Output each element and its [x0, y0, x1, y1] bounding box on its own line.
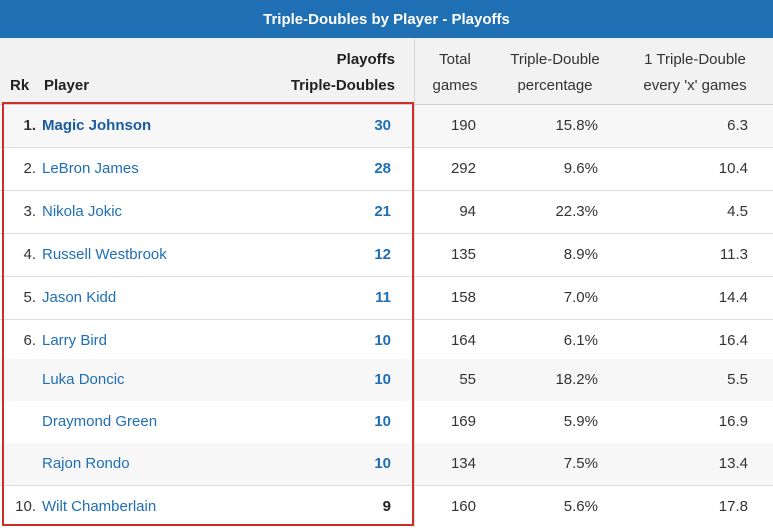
player-link[interactable]: Larry Bird	[42, 332, 108, 349]
every-x-games-cell: 17.8	[718, 498, 748, 515]
total-games-cell: 164	[450, 332, 476, 349]
header-td-line1[interactable]: Playoffs	[336, 51, 395, 68]
header-games-line2[interactable]: games	[432, 77, 478, 94]
total-games-cell: 94	[459, 203, 476, 220]
table-row: Rajon Rondo 10 134 7.5% 13.4	[0, 443, 773, 486]
player-link[interactable]: Draymond Green	[42, 413, 158, 430]
every-x-games-cell: 16.4	[718, 332, 748, 349]
table-row: 1. Magic Johnson 30 190 15.8% 6.3	[0, 105, 773, 148]
header-every-line2[interactable]: every 'x' games	[643, 77, 747, 94]
table-header: Rk Player Playoffs Triple-Doubles Total …	[0, 38, 773, 105]
player-link[interactable]: Nikola Jokic	[42, 203, 123, 220]
rank-cell: 4.	[23, 246, 36, 263]
triple-doubles-link[interactable]: 12	[374, 246, 391, 263]
every-x-games-cell: 5.5	[727, 371, 748, 388]
table-title: Triple-Doubles by Player - Playoffs	[0, 0, 773, 38]
header-every-line1[interactable]: 1 Triple-Double	[644, 51, 746, 68]
rank-cell: 2.	[23, 160, 36, 177]
player-link[interactable]: Jason Kidd	[42, 289, 117, 306]
total-games-cell: 135	[450, 246, 476, 263]
header-games-line1[interactable]: Total	[439, 51, 471, 68]
percentage-cell: 5.9%	[563, 413, 598, 430]
triple-doubles-link[interactable]: 28	[374, 160, 391, 177]
table-row: Luka Doncic 10 55 18.2% 5.5	[0, 359, 773, 401]
triple-doubles-link[interactable]: 30	[374, 117, 391, 134]
header-pct-line1[interactable]: Triple-Double	[510, 51, 600, 68]
rank-cell: 6.	[23, 332, 36, 349]
triple-doubles-link[interactable]: 10	[374, 455, 391, 472]
percentage-cell: 7.0%	[563, 289, 598, 306]
table-row: 4. Russell Westbrook 12 135 8.9% 11.3	[0, 234, 773, 277]
rank-cell	[0, 359, 36, 401]
player-link[interactable]: Rajon Rondo	[42, 455, 130, 472]
triple-doubles-link[interactable]: 11	[375, 289, 391, 306]
percentage-cell: 22.3%	[555, 203, 598, 220]
percentage-cell: 5.6%	[563, 498, 598, 515]
total-games-cell: 169	[450, 413, 476, 430]
every-x-games-cell: 11.3	[719, 246, 748, 263]
table-row: 3. Nikola Jokic 21 94 22.3% 4.5	[0, 191, 773, 234]
every-x-games-cell: 6.3	[727, 117, 748, 134]
total-games-cell: 158	[450, 289, 476, 306]
total-games-cell: 134	[450, 455, 476, 472]
percentage-cell: 9.6%	[563, 160, 598, 177]
table-row: 2. LeBron James 28 292 9.6% 10.4	[0, 148, 773, 191]
triple-doubles-link[interactable]: 21	[374, 203, 391, 220]
every-x-games-cell: 14.4	[718, 289, 748, 306]
percentage-cell: 8.9%	[563, 246, 598, 263]
percentage-cell: 15.8%	[555, 117, 598, 134]
every-x-games-cell: 16.9	[718, 413, 748, 430]
player-link[interactable]: Luka Doncic	[42, 371, 125, 388]
player-link[interactable]: LeBron James	[42, 160, 139, 177]
total-games-cell: 55	[459, 371, 476, 388]
header-rank[interactable]: Rk	[10, 77, 30, 94]
total-games-cell: 190	[450, 117, 476, 134]
percentage-cell: 7.5%	[563, 455, 598, 472]
every-x-games-cell: 13.4	[718, 455, 748, 472]
total-games-cell: 160	[450, 498, 476, 515]
rank-cell: 3.	[23, 203, 36, 220]
total-games-cell: 292	[450, 160, 476, 177]
percentage-cell: 18.2%	[555, 371, 598, 388]
player-link[interactable]: Wilt Chamberlain	[42, 498, 157, 515]
triple-doubles-link[interactable]: 10	[374, 332, 391, 349]
rank-cell: 5.	[23, 289, 36, 306]
player-link[interactable]: Russell Westbrook	[42, 246, 167, 263]
player-link[interactable]: Magic Johnson	[42, 117, 152, 134]
table-row: 10. Wilt Chamberlain 9 160 5.6% 17.8	[0, 486, 773, 528]
column-divider	[414, 38, 415, 527]
header-td-line2[interactable]: Triple-Doubles	[290, 77, 395, 94]
header-pct-line2[interactable]: percentage	[517, 77, 593, 94]
percentage-cell: 6.1%	[563, 332, 598, 349]
triple-doubles-link[interactable]: 10	[374, 371, 391, 388]
every-x-games-cell: 10.4	[718, 160, 748, 177]
triple-doubles-link[interactable]: 10	[374, 413, 391, 430]
rank-cell	[0, 401, 36, 443]
table-row: Draymond Green 10 169 5.9% 16.9	[0, 401, 773, 443]
rank-cell: 1.	[23, 117, 36, 134]
table-row: 6. Larry Bird 10 164 6.1% 16.4	[0, 320, 773, 363]
rank-cell	[0, 443, 36, 485]
header-player[interactable]: Player	[44, 77, 90, 94]
table-row: 5. Jason Kidd 11 158 7.0% 14.4	[0, 277, 773, 320]
triple-doubles-cell: 9	[382, 498, 391, 515]
rank-cell: 10.	[15, 498, 36, 515]
every-x-games-cell: 4.5	[727, 203, 748, 220]
